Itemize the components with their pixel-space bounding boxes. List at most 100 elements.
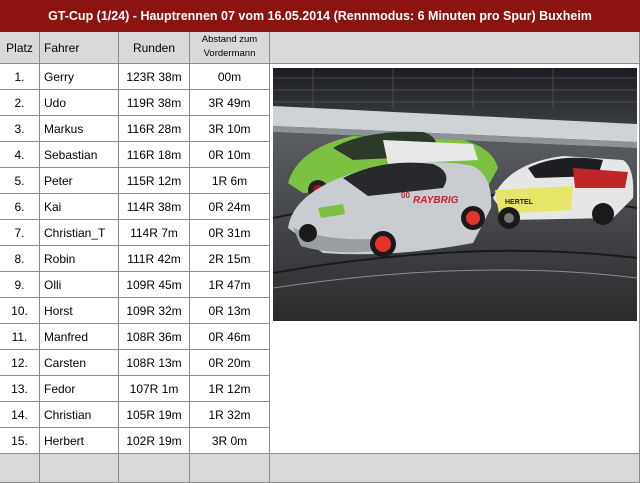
cell-fahrer: Christian xyxy=(44,407,92,422)
cell-platz: 10. xyxy=(11,303,28,318)
table-cell-platz: 1. xyxy=(0,64,40,90)
table-cell-platz: 6. xyxy=(0,194,40,220)
table-cell-abstand: 1R 6m xyxy=(190,168,270,194)
table-cell-abstand: 0R 46m xyxy=(190,324,270,350)
svg-text:00: 00 xyxy=(401,191,410,200)
table-cell-abstand: 3R 0m xyxy=(190,428,270,454)
header-fahrer-label: Fahrer xyxy=(44,40,80,55)
table-cell-fahrer: Gerry xyxy=(40,64,119,90)
table-cell-runden: 105R 19m xyxy=(119,402,190,428)
table-cell-runden: 116R 28m xyxy=(119,116,190,142)
table-cell-platz: 12. xyxy=(0,350,40,376)
cell-abstand: 1R 12m xyxy=(208,381,251,396)
table-cell-fahrer: Udo xyxy=(40,90,119,116)
footer-cell xyxy=(190,454,270,483)
cell-fahrer: Fedor xyxy=(44,381,76,396)
slot-cars-image: HERTEL RAYBRIG 00 xyxy=(273,68,637,321)
table-cell-platz: 13. xyxy=(0,376,40,402)
cell-fahrer: Herbert xyxy=(44,433,85,448)
table-cell-fahrer: Christian xyxy=(40,402,119,428)
table-cell-runden: 119R 38m xyxy=(119,90,190,116)
cell-fahrer: Sebastian xyxy=(44,147,98,162)
cell-fahrer: Carsten xyxy=(44,355,87,370)
cell-fahrer: Christian_T xyxy=(44,225,106,240)
table-cell-abstand: 1R 32m xyxy=(190,402,270,428)
cell-fahrer: Gerry xyxy=(44,69,74,84)
cell-runden: 108R 13m xyxy=(126,355,182,370)
cell-runden: 111R 42m xyxy=(127,251,181,266)
table-cell-runden: 109R 45m xyxy=(119,272,190,298)
table-cell-fahrer: Herbert xyxy=(40,428,119,454)
table-cell-platz: 9. xyxy=(0,272,40,298)
table-cell-abstand: 00m xyxy=(190,64,270,90)
header-platz: Platz xyxy=(0,32,40,64)
cell-runden: 116R 28m xyxy=(126,121,182,136)
silver-car-icon: RAYBRIG 00 xyxy=(288,162,492,257)
footer-cell xyxy=(0,454,40,483)
cell-platz: 6. xyxy=(14,199,25,214)
cell-runden: 108R 36m xyxy=(126,329,182,344)
cell-fahrer: Robin xyxy=(44,251,76,266)
cell-fahrer: Horst xyxy=(44,303,73,318)
cell-abstand: 1R 47m xyxy=(208,277,251,292)
table-cell-platz: 7. xyxy=(0,220,40,246)
table-cell-fahrer: Carsten xyxy=(40,350,119,376)
table-cell-runden: 114R 38m xyxy=(119,194,190,220)
table-cell-fahrer: Fedor xyxy=(40,376,119,402)
cell-fahrer: Manfred xyxy=(44,329,89,344)
table-cell-runden: 109R 32m xyxy=(119,298,190,324)
table-cell-runden: 102R 19m xyxy=(119,428,190,454)
table-cell-runden: 123R 38m xyxy=(119,64,190,90)
cell-fahrer: Kai xyxy=(44,199,62,214)
header-platz-label: Platz xyxy=(6,40,33,55)
header-abstand-line2: Vordermann xyxy=(203,48,256,59)
race-photo: HERTEL RAYBRIG 00 xyxy=(273,68,637,321)
cell-runden: 114R 7m xyxy=(130,225,178,240)
footer-cell xyxy=(119,454,190,483)
header-abstand: Abstand zum Vordermann xyxy=(190,32,270,64)
table-cell-fahrer: Horst xyxy=(40,298,119,324)
cell-abstand: 0R 24m xyxy=(208,199,251,214)
header-blank xyxy=(270,32,640,64)
table-cell-fahrer: Sebastian xyxy=(40,142,119,168)
cell-runden: 123R 38m xyxy=(126,69,182,84)
cell-platz: 9. xyxy=(14,277,25,292)
footer-cell xyxy=(270,454,640,483)
table-cell-runden: 114R 7m xyxy=(119,220,190,246)
cell-abstand: 3R 10m xyxy=(208,121,251,136)
cell-abstand: 2R 15m xyxy=(208,251,251,266)
table-cell-fahrer: Markus xyxy=(40,116,119,142)
cell-platz: 1. xyxy=(14,69,25,84)
table-cell-platz: 3. xyxy=(0,116,40,142)
header-fahrer: Fahrer xyxy=(40,32,119,64)
table-cell-abstand: 0R 20m xyxy=(190,350,270,376)
table-cell-abstand: 0R 10m xyxy=(190,142,270,168)
cell-abstand: 0R 31m xyxy=(208,225,251,240)
cell-runden: 115R 12m xyxy=(126,173,182,188)
table-cell-platz: 2. xyxy=(0,90,40,116)
table-cell-runden: 111R 42m xyxy=(119,246,190,272)
header-abstand-line1: Abstand zum xyxy=(201,34,258,45)
table-cell-abstand: 0R 31m xyxy=(190,220,270,246)
footer-cell xyxy=(40,454,119,483)
table-cell-abstand: 1R 47m xyxy=(190,272,270,298)
table-cell-abstand: 2R 15m xyxy=(190,246,270,272)
table-cell-fahrer: Robin xyxy=(40,246,119,272)
table-cell-runden: 107R 1m xyxy=(119,376,190,402)
cell-abstand: 0R 13m xyxy=(208,303,251,318)
cell-platz: 2. xyxy=(14,95,25,110)
table-cell-abstand: 1R 12m xyxy=(190,376,270,402)
cell-platz: 11. xyxy=(11,329,28,344)
cell-fahrer: Markus xyxy=(44,121,84,136)
cell-platz: 14. xyxy=(11,407,28,422)
cell-runden: 109R 32m xyxy=(126,303,182,318)
table-cell-abstand: 0R 13m xyxy=(190,298,270,324)
cell-fahrer: Olli xyxy=(44,277,62,292)
table-cell-fahrer: Christian_T xyxy=(40,220,119,246)
cell-runden: 102R 19m xyxy=(126,433,182,448)
table-cell-platz: 14. xyxy=(0,402,40,428)
red-white-car-icon: HERTEL xyxy=(493,156,634,229)
cell-abstand: 3R 49m xyxy=(208,95,251,110)
cell-abstand: 00m xyxy=(217,69,242,84)
cell-runden: 119R 38m xyxy=(126,95,182,110)
